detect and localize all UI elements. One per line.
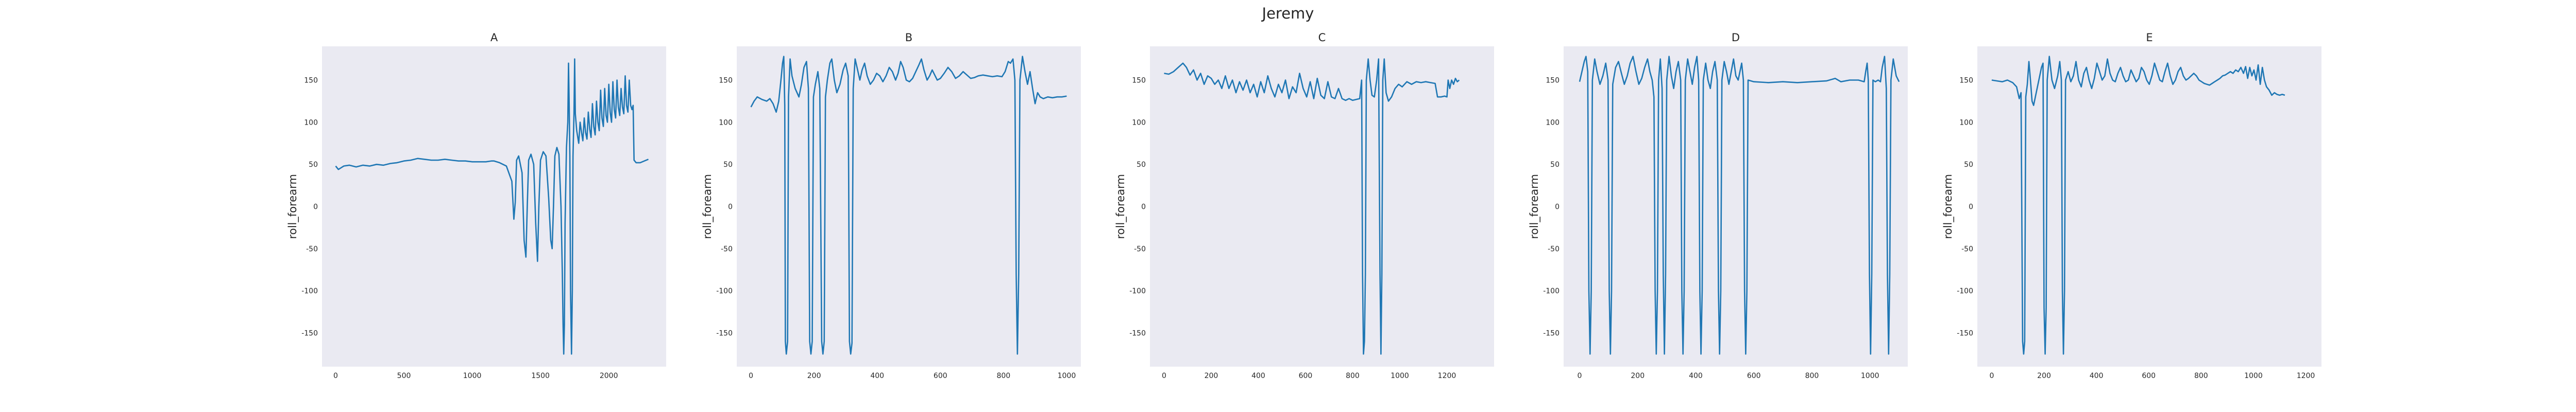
x-tick-label: 0 bbox=[749, 372, 753, 380]
x-tick-label: 2000 bbox=[600, 372, 618, 380]
plot-area bbox=[1150, 46, 1494, 367]
series-line bbox=[750, 56, 1067, 355]
y-axis-label: roll_forearm bbox=[286, 174, 299, 239]
plot-area bbox=[322, 46, 666, 367]
y-tick-label: -100 bbox=[1129, 287, 1146, 296]
x-tick-label: 600 bbox=[2142, 372, 2156, 380]
x-tick-label: 1000 bbox=[2244, 372, 2263, 380]
y-tick-label: 0 bbox=[728, 203, 733, 211]
x-tick-label: 1000 bbox=[1058, 372, 1076, 380]
y-tick-label: 50 bbox=[1137, 161, 1146, 169]
y-tick-label: -150 bbox=[1543, 330, 1560, 338]
x-tick-label: 1000 bbox=[463, 372, 482, 380]
x-tick-label: 0 bbox=[333, 372, 338, 380]
x-tick-label: 500 bbox=[397, 372, 411, 380]
x-tick-label: 1500 bbox=[531, 372, 550, 380]
x-tick-label: 1000 bbox=[1391, 372, 1409, 380]
series-line bbox=[1164, 58, 1460, 355]
y-tick-label: 50 bbox=[723, 161, 733, 169]
y-tick-label: 150 bbox=[1959, 76, 1973, 84]
y-tick-label: -100 bbox=[716, 287, 733, 296]
y-tick-label: 0 bbox=[1969, 203, 1973, 211]
x-tick-label: 600 bbox=[934, 372, 947, 380]
y-tick-label: -100 bbox=[301, 287, 318, 296]
y-tick-label: -100 bbox=[1543, 287, 1560, 296]
y-tick-label: -50 bbox=[1134, 245, 1146, 253]
y-tick-label: -100 bbox=[1957, 287, 1973, 296]
x-tick-label: 0 bbox=[1989, 372, 1994, 380]
y-axis-label: roll_forearm bbox=[701, 174, 714, 239]
y-tick-label: 100 bbox=[304, 118, 318, 127]
y-tick-label: -50 bbox=[721, 245, 733, 253]
x-tick-label: 200 bbox=[1631, 372, 1645, 380]
x-tick-label: 200 bbox=[1205, 372, 1218, 380]
x-tick-label: 1200 bbox=[1438, 372, 1456, 380]
plot-area bbox=[1564, 46, 1908, 367]
x-tick-label: 800 bbox=[2194, 372, 2208, 380]
y-tick-label: 50 bbox=[1964, 161, 1973, 169]
figure-title: Jeremy bbox=[1261, 5, 1314, 22]
x-tick-label: 800 bbox=[996, 372, 1010, 380]
y-tick-label: 0 bbox=[313, 203, 318, 211]
y-tick-label: 100 bbox=[1132, 118, 1146, 127]
y-axis-label: roll_forearm bbox=[1528, 174, 1541, 239]
y-tick-label: -150 bbox=[716, 330, 733, 338]
x-tick-label: 400 bbox=[1689, 372, 1703, 380]
subplot-title: B bbox=[905, 31, 912, 44]
x-tick-label: 400 bbox=[2090, 372, 2104, 380]
y-tick-label: 100 bbox=[719, 118, 733, 127]
y-tick-label: -50 bbox=[1548, 245, 1560, 253]
x-tick-label: 600 bbox=[1747, 372, 1761, 380]
y-axis-label: roll_forearm bbox=[1114, 174, 1127, 239]
y-tick-label: 50 bbox=[309, 161, 318, 169]
y-tick-label: 150 bbox=[719, 76, 733, 84]
y-tick-label: -150 bbox=[1129, 330, 1146, 338]
y-tick-label: -150 bbox=[1957, 330, 1973, 338]
x-tick-label: 600 bbox=[1299, 372, 1313, 380]
y-tick-label: 50 bbox=[1550, 161, 1560, 169]
subplot-title: D bbox=[1732, 31, 1740, 44]
x-tick-label: 800 bbox=[1805, 372, 1819, 380]
y-tick-label: -50 bbox=[306, 245, 318, 253]
subplot-title: A bbox=[490, 31, 498, 44]
y-tick-label: -150 bbox=[301, 330, 318, 338]
x-tick-label: 800 bbox=[1346, 372, 1360, 380]
subplot-title: E bbox=[2146, 31, 2153, 44]
x-tick-label: 400 bbox=[1251, 372, 1265, 380]
y-tick-label: 100 bbox=[1959, 118, 1973, 127]
y-tick-label: 100 bbox=[1546, 118, 1560, 127]
plot-area bbox=[737, 46, 1081, 367]
x-tick-label: 1200 bbox=[2297, 372, 2315, 380]
y-tick-label: 150 bbox=[304, 76, 318, 84]
x-tick-label: 1000 bbox=[1861, 372, 1879, 380]
subplot-title: C bbox=[1318, 31, 1326, 44]
plot-area bbox=[1977, 46, 2321, 367]
y-tick-label: 150 bbox=[1546, 76, 1560, 84]
series-line bbox=[1579, 56, 1900, 355]
y-tick-label: -50 bbox=[1961, 245, 1973, 253]
y-tick-label: 0 bbox=[1555, 203, 1560, 211]
x-tick-label: 0 bbox=[1578, 372, 1582, 380]
y-tick-label: 0 bbox=[1141, 203, 1146, 211]
series-line bbox=[1991, 56, 2285, 355]
x-tick-label: 200 bbox=[2037, 372, 2051, 380]
x-tick-label: 0 bbox=[1162, 372, 1166, 380]
x-tick-label: 200 bbox=[807, 372, 821, 380]
y-axis-label: roll_forearm bbox=[1942, 174, 1955, 239]
y-tick-label: 150 bbox=[1132, 76, 1146, 84]
x-tick-label: 400 bbox=[870, 372, 884, 380]
series-line bbox=[335, 58, 649, 355]
